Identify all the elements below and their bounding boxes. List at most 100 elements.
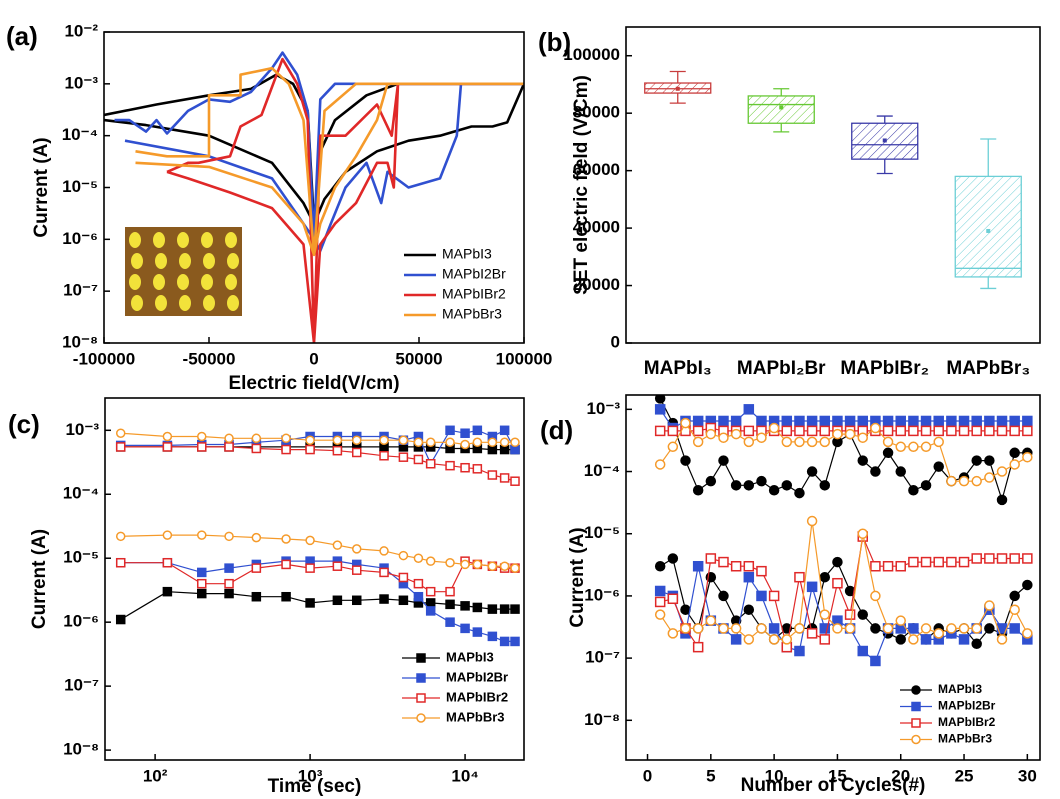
marker bbox=[115, 531, 126, 542]
marker bbox=[857, 528, 869, 539]
marker bbox=[460, 559, 470, 570]
marker bbox=[984, 553, 995, 564]
marker bbox=[743, 404, 755, 415]
legend-label: MAPbBr3 bbox=[442, 306, 502, 322]
y-tick-label: 10⁻⁶ bbox=[63, 612, 99, 631]
marker bbox=[895, 441, 906, 453]
y-axis-title: Current (A) bbox=[567, 527, 588, 627]
marker bbox=[398, 550, 409, 561]
marker bbox=[332, 435, 343, 445]
y-tick-label: 10⁻⁵ bbox=[63, 548, 99, 567]
marker bbox=[832, 577, 843, 589]
marker bbox=[281, 444, 291, 455]
marker bbox=[332, 540, 343, 550]
y-tick-label: 10⁻⁵ bbox=[62, 177, 98, 196]
marker bbox=[654, 404, 666, 415]
marker bbox=[718, 415, 729, 427]
marker bbox=[730, 415, 742, 427]
x-tick-label: -50000 bbox=[183, 349, 236, 368]
marker bbox=[996, 415, 1008, 427]
inset-image bbox=[125, 227, 242, 316]
marker bbox=[425, 458, 436, 469]
marker bbox=[933, 556, 944, 568]
marker bbox=[920, 425, 932, 437]
marker bbox=[654, 560, 666, 572]
marker bbox=[224, 433, 234, 444]
marker bbox=[1009, 553, 1020, 564]
marker bbox=[667, 441, 679, 453]
marker bbox=[224, 442, 234, 452]
marker bbox=[472, 464, 483, 474]
marker bbox=[667, 628, 679, 639]
marker bbox=[844, 623, 856, 634]
marker bbox=[1022, 628, 1033, 639]
marker bbox=[984, 472, 995, 483]
mean bbox=[675, 86, 680, 91]
marker bbox=[781, 436, 793, 448]
x-tick-label: 20 bbox=[891, 766, 910, 785]
marker bbox=[730, 634, 742, 645]
marker bbox=[1009, 604, 1020, 615]
marker bbox=[743, 480, 755, 491]
legend-marker bbox=[911, 701, 921, 712]
marker bbox=[870, 466, 881, 477]
plot-area bbox=[115, 425, 520, 647]
legend-label: MAPbIBr2 bbox=[442, 286, 506, 302]
legend-label: MAPbIBr2 bbox=[446, 689, 508, 704]
inset-dot bbox=[203, 295, 215, 311]
marker bbox=[908, 425, 919, 437]
marker bbox=[996, 466, 1008, 477]
marker bbox=[984, 455, 995, 466]
marker bbox=[996, 494, 1008, 506]
marker bbox=[984, 623, 995, 634]
marker bbox=[251, 532, 262, 543]
panel-label: (c) bbox=[8, 409, 40, 439]
inset-dot bbox=[225, 274, 237, 290]
series-line bbox=[659, 398, 1028, 501]
marker bbox=[844, 415, 856, 427]
y-tick-label: 10⁻⁸ bbox=[63, 740, 99, 759]
marker bbox=[460, 462, 470, 473]
y-tick-label: 10⁻⁴ bbox=[62, 125, 98, 144]
marker bbox=[1022, 415, 1033, 427]
marker bbox=[806, 425, 818, 437]
marker bbox=[806, 515, 818, 527]
marker bbox=[425, 556, 436, 566]
marker bbox=[499, 437, 510, 448]
marker bbox=[895, 466, 906, 477]
marker bbox=[882, 560, 894, 572]
x-tick-label: 50000 bbox=[395, 349, 442, 368]
series-line bbox=[120, 432, 515, 446]
plot-area bbox=[644, 70, 1022, 290]
marker bbox=[946, 425, 957, 437]
marker bbox=[351, 447, 362, 458]
marker bbox=[705, 428, 717, 440]
y-tick-label: 10⁻⁴ bbox=[584, 461, 620, 480]
x-tick-label: 30 bbox=[1018, 766, 1037, 785]
marker bbox=[743, 571, 755, 583]
marker bbox=[680, 455, 691, 466]
marker bbox=[379, 594, 389, 604]
x-tick-label: 10² bbox=[143, 766, 168, 785]
y-axis-title: Current (A) bbox=[31, 137, 52, 237]
legend-marker bbox=[911, 685, 921, 695]
y-tick-label: 10⁻⁷ bbox=[585, 648, 620, 667]
marker bbox=[908, 634, 919, 645]
marker bbox=[794, 571, 805, 583]
marker bbox=[743, 560, 755, 572]
legend-label: MAPbI3 bbox=[938, 682, 982, 696]
marker bbox=[718, 590, 729, 602]
marker bbox=[895, 634, 906, 645]
marker bbox=[832, 556, 843, 568]
y-tick-label: 10⁻³ bbox=[64, 73, 98, 92]
marker bbox=[445, 617, 455, 627]
marker bbox=[806, 628, 818, 639]
mean bbox=[882, 138, 887, 143]
marker bbox=[794, 415, 805, 427]
y-tick-label: 0 bbox=[611, 332, 620, 351]
marker bbox=[162, 442, 173, 452]
marker bbox=[882, 623, 894, 634]
marker bbox=[281, 591, 291, 602]
marker bbox=[705, 553, 717, 564]
marker bbox=[251, 563, 262, 573]
